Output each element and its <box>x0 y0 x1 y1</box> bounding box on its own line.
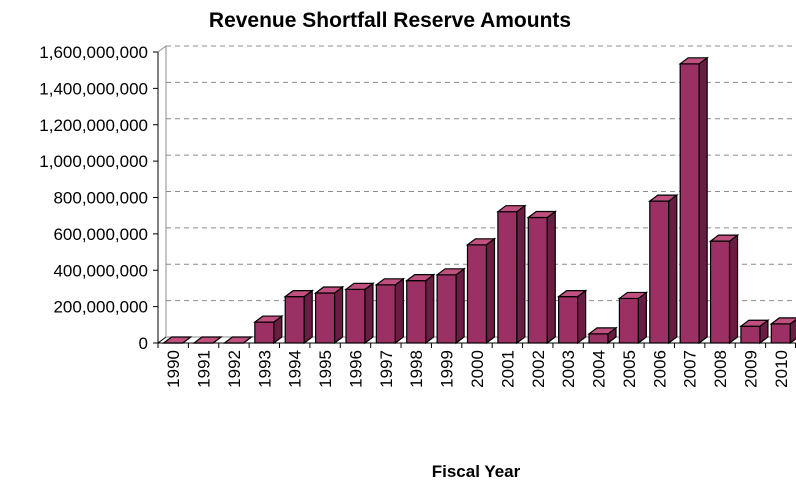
x-tick-label: 2007 <box>681 350 700 388</box>
bar <box>559 291 586 343</box>
y-tick-label: 200,000,000 <box>53 298 148 317</box>
x-tick-label: 2000 <box>468 350 487 388</box>
bar-front <box>680 64 699 343</box>
x-tick-label: 2003 <box>559 350 578 388</box>
y-axis-ticks: 0 200,000,000 400,000,000 600,000,000 800,00… <box>39 43 148 353</box>
bar-side <box>730 235 738 343</box>
x-tick-label: 1998 <box>407 350 426 388</box>
bar-front <box>255 322 274 343</box>
bar-front <box>711 241 730 343</box>
bar <box>285 291 312 343</box>
x-tick-label: 1990 <box>164 350 183 388</box>
bar-side <box>517 206 525 343</box>
bar-side <box>547 212 555 343</box>
bar-side <box>638 292 646 343</box>
bar-side <box>456 269 464 343</box>
bar <box>711 235 738 343</box>
y-tick-label: 600,000,000 <box>53 225 148 244</box>
x-tick-label: 1996 <box>346 350 365 388</box>
x-tick-label: 2008 <box>711 350 730 388</box>
bar <box>741 320 768 343</box>
bar-front <box>498 212 517 343</box>
bar <box>376 279 403 343</box>
x-tick-label: 2005 <box>620 350 639 388</box>
bar-front <box>650 201 669 343</box>
bar-front <box>528 218 547 343</box>
bar-front <box>619 298 638 343</box>
axis-depth-line <box>158 46 166 52</box>
bar-top <box>771 318 796 324</box>
x-tick-label: 2006 <box>650 350 669 388</box>
bar <box>680 58 707 343</box>
y-tick-label: 0 <box>139 334 148 353</box>
bar-side <box>578 291 586 343</box>
bar <box>589 328 616 343</box>
bar-side <box>365 283 373 343</box>
bar-front <box>559 297 578 343</box>
y-tick-label: 400,000,000 <box>53 261 148 280</box>
bar <box>255 316 282 343</box>
x-tick-label: 1991 <box>195 350 214 388</box>
x-tick-label: 2010 <box>772 350 791 388</box>
y-tick-label: 1,600,000,000 <box>39 43 148 62</box>
x-tick-label: 1997 <box>377 350 396 388</box>
bar <box>528 212 555 343</box>
x-tick-label: 1999 <box>438 350 457 388</box>
bar <box>650 195 677 343</box>
x-tick-label: 2001 <box>498 350 517 388</box>
bar <box>346 283 373 343</box>
bar-front <box>407 281 426 343</box>
x-tick-label: 2004 <box>590 350 609 388</box>
bar <box>771 318 796 343</box>
bar-top <box>194 337 221 343</box>
bar-side <box>426 275 434 343</box>
bar <box>316 287 343 343</box>
x-axis-label: Fiscal Year <box>432 462 521 481</box>
bar <box>224 337 251 343</box>
x-tick-label: 1995 <box>316 350 335 388</box>
bar <box>468 239 495 343</box>
bar-front <box>589 334 608 343</box>
chart-title: Revenue Shortfall Reserve Amounts <box>209 9 571 32</box>
y-tick-label: 800,000,000 <box>53 189 148 208</box>
x-tick-label: 1994 <box>286 350 305 388</box>
bar-front <box>771 324 790 343</box>
x-tick-label: 2009 <box>741 350 760 388</box>
bar-top <box>224 337 251 343</box>
y-tick-label: 1,000,000,000 <box>39 152 148 171</box>
bar-front <box>285 297 304 343</box>
x-tick-label: 1992 <box>225 350 244 388</box>
bar <box>619 292 646 343</box>
bar-front <box>468 245 487 343</box>
bar-front <box>437 275 456 343</box>
bar <box>437 269 464 343</box>
bar <box>407 275 434 343</box>
bar-side <box>335 287 343 343</box>
bar-side <box>669 195 677 343</box>
bar-side <box>487 239 495 343</box>
y-tick-label: 1,400,000,000 <box>39 79 148 98</box>
bar-top <box>164 337 191 343</box>
bar-front <box>316 293 335 343</box>
x-tick-label: 2002 <box>529 350 548 388</box>
bar-front <box>376 285 395 343</box>
x-tick-label: 1993 <box>255 350 274 388</box>
bar-front <box>741 326 760 343</box>
bar-side <box>304 291 312 343</box>
bar <box>498 206 525 343</box>
bar <box>164 337 191 343</box>
bar <box>194 337 221 343</box>
x-axis-ticks: 1990 1991 1992 1993 1994 1995 1996 1997 1998 1999… <box>164 350 791 388</box>
bar-front <box>346 289 365 343</box>
bar-side <box>699 58 707 343</box>
bar-side <box>395 279 403 343</box>
y-tick-label: 1,200,000,000 <box>39 116 148 135</box>
